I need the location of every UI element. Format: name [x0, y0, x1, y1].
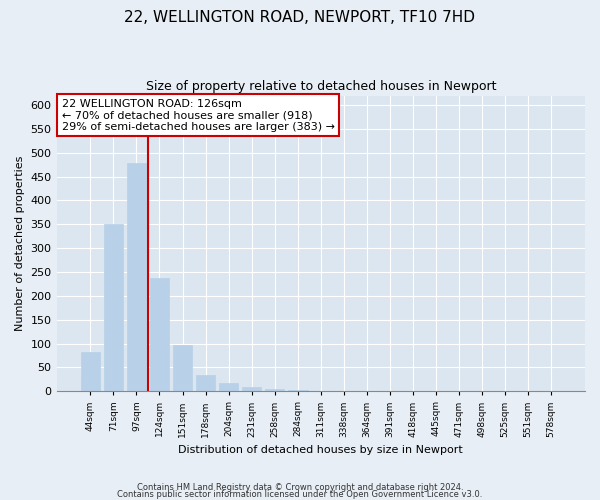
- Bar: [288, 390, 308, 392]
- X-axis label: Distribution of detached houses by size in Newport: Distribution of detached houses by size …: [178, 445, 463, 455]
- Title: Size of property relative to detached houses in Newport: Size of property relative to detached ho…: [146, 80, 496, 93]
- Text: 22 WELLINGTON ROAD: 126sqm
← 70% of detached houses are smaller (918)
29% of sem: 22 WELLINGTON ROAD: 126sqm ← 70% of deta…: [62, 98, 335, 132]
- Bar: [127, 164, 146, 392]
- Bar: [265, 389, 284, 392]
- Text: Contains HM Land Registry data © Crown copyright and database right 2024.: Contains HM Land Registry data © Crown c…: [137, 484, 463, 492]
- Bar: [149, 278, 169, 392]
- Bar: [196, 374, 215, 392]
- Text: Contains public sector information licensed under the Open Government Licence v3: Contains public sector information licen…: [118, 490, 482, 499]
- Bar: [104, 224, 123, 392]
- Bar: [173, 345, 193, 392]
- Text: 22, WELLINGTON ROAD, NEWPORT, TF10 7HD: 22, WELLINGTON ROAD, NEWPORT, TF10 7HD: [125, 10, 476, 25]
- Bar: [219, 382, 238, 392]
- Y-axis label: Number of detached properties: Number of detached properties: [15, 156, 25, 331]
- Bar: [242, 388, 262, 392]
- Bar: [80, 352, 100, 392]
